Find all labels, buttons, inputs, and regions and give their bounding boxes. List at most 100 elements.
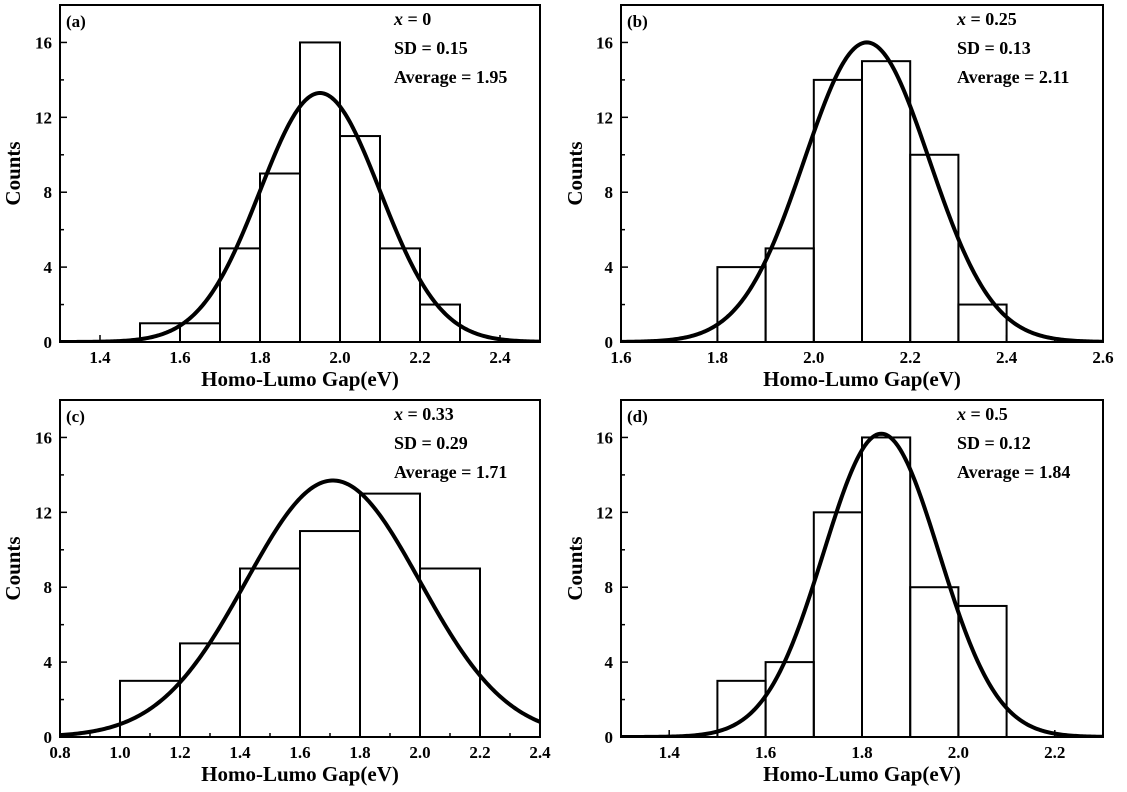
x-tick-label: 2.0 — [803, 348, 824, 367]
x-tick-label: 1.6 — [755, 743, 776, 762]
x-tick-label: 2.2 — [469, 743, 490, 762]
y-axis-label: Counts — [563, 536, 587, 600]
y-axis-label: Counts — [1, 141, 25, 205]
x-axis-label: Homo-Lumo Gap(eV) — [763, 367, 961, 391]
y-tick-label: 16 — [35, 33, 52, 52]
y-tick-label: 12 — [596, 503, 613, 522]
y-tick-label: 0 — [44, 333, 53, 352]
x-tick-label: 2.0 — [948, 743, 969, 762]
y-tick-label: 4 — [605, 258, 614, 277]
x-tick-label: 2.2 — [900, 348, 921, 367]
x-tick-label: 2.4 — [996, 348, 1018, 367]
annotation-x-var: x — [393, 9, 403, 29]
y-tick-label: 0 — [605, 333, 614, 352]
x-tick-label: 1.8 — [851, 743, 872, 762]
histogram-bar — [239, 567, 301, 738]
annotation-sd: SD = 0.29 — [394, 433, 468, 453]
gaussian-fit-curve — [621, 40, 1103, 342]
annotation-x-var: x — [956, 404, 966, 424]
x-tick-label: 1.8 — [349, 743, 370, 762]
x-tick-label: 1.0 — [109, 743, 130, 762]
annotation-x-value: x = 0.5 — [956, 404, 1008, 424]
annotation-x-eq: = 0.33 — [403, 404, 454, 424]
y-tick-label: 4 — [44, 653, 53, 672]
x-tick-label: 1.4 — [229, 743, 251, 762]
annotation-x-value: x = 0 — [393, 9, 431, 29]
x-tick-label: 2.0 — [409, 743, 430, 762]
x-tick-label: 2.4 — [529, 743, 551, 762]
x-tick-label: 2.0 — [329, 348, 350, 367]
y-tick-label: 8 — [605, 183, 614, 202]
histogram-bar — [299, 530, 361, 738]
chart-panel-4: 1.4 1.6 1.8 2.0 2.2 0 4 8 12 16 Homo-Lumo Gap(eV) C… — [563, 399, 1104, 786]
y-tick-label: 0 — [44, 728, 53, 747]
histogram-bar — [861, 60, 912, 344]
chart-panel-2: 1.6 1.8 2.0 2.2 2.4 2.6 0 4 8 12 16 Homo-Lumo Gap(e… — [563, 4, 1114, 391]
y-tick-label: 16 — [35, 428, 52, 447]
annotation-sd: SD = 0.13 — [957, 38, 1031, 58]
x-tick-label: 1.8 — [707, 348, 728, 367]
y-tick-label: 4 — [44, 258, 53, 277]
x-tick-label: 1.8 — [249, 348, 270, 367]
x-tick-label: 1.6 — [610, 348, 631, 367]
y-tick-label: 8 — [605, 578, 614, 597]
x-tick-label: 1.2 — [169, 743, 190, 762]
annotation-sd: SD = 0.15 — [394, 38, 468, 58]
histogram-bar — [219, 247, 261, 343]
y-tick-label: 8 — [44, 183, 53, 202]
panel-label: (c) — [66, 407, 85, 426]
histogram-bar — [909, 153, 960, 343]
annotation-x-var: x — [956, 9, 966, 29]
histogram-bar — [379, 247, 421, 343]
annotation-x-eq: = 0.5 — [966, 404, 1008, 424]
x-axis-label: Homo-Lumo Gap(eV) — [201, 762, 399, 786]
gaussian-fit-curve — [621, 431, 1103, 737]
y-tick-label: 12 — [596, 108, 613, 127]
annotation-x-eq: = 0.25 — [966, 9, 1017, 29]
y-tick-label: 4 — [605, 653, 614, 672]
y-tick-label: 12 — [35, 503, 52, 522]
annotation-average: Average = 1.84 — [957, 462, 1070, 482]
y-axis-label: Counts — [563, 141, 587, 205]
histogram-bar — [299, 41, 341, 343]
y-tick-label: 8 — [44, 578, 53, 597]
histogram-bar — [259, 172, 301, 343]
panel-label: (b) — [627, 12, 648, 31]
annotation-x-eq: = 0 — [403, 9, 431, 29]
annotation-x-value: x = 0.33 — [393, 404, 454, 424]
histogram-bar — [179, 322, 221, 343]
annotation-x-value: x = 0.25 — [956, 9, 1017, 29]
x-axis-label: Homo-Lumo Gap(eV) — [763, 762, 961, 786]
annotation-average: Average = 1.71 — [394, 462, 507, 482]
annotation-x-var: x — [393, 404, 403, 424]
chart-panel-3: 0.8 1.0 1.2 1.4 1.6 1.8 2.0 2.2 2.4 0 4 8 12 16 Homo-L… — [1, 399, 551, 786]
histogram-bar — [339, 135, 381, 343]
histogram-bar — [861, 436, 912, 738]
histogram-bar — [812, 78, 863, 343]
histogram-bar — [764, 661, 815, 738]
x-tick-label: 1.6 — [169, 348, 190, 367]
y-tick-label: 12 — [35, 108, 52, 127]
y-tick-label: 0 — [605, 728, 614, 747]
panel-label: (d) — [627, 407, 648, 426]
y-tick-label: 16 — [596, 33, 613, 52]
x-tick-label: 1.6 — [289, 743, 310, 762]
annotation-average: Average = 1.95 — [394, 67, 507, 87]
x-tick-label: 2.2 — [1044, 743, 1065, 762]
y-tick-label: 16 — [596, 428, 613, 447]
annotation-average: Average = 2.11 — [957, 67, 1069, 87]
x-axis-label: Homo-Lumo Gap(eV) — [201, 367, 399, 391]
panel-label: (a) — [66, 12, 86, 31]
x-tick-label: 1.4 — [659, 743, 681, 762]
histogram-bar — [909, 586, 960, 738]
annotation-sd: SD = 0.12 — [957, 433, 1031, 453]
x-tick-label: 2.4 — [489, 348, 511, 367]
y-axis-label: Counts — [1, 536, 25, 600]
histogram-bar — [179, 642, 241, 739]
x-tick-label: 0.8 — [49, 743, 70, 762]
x-tick-label: 2.6 — [1092, 348, 1113, 367]
gaussian-fit-curve — [60, 478, 540, 737]
histogram-bar — [764, 247, 815, 343]
